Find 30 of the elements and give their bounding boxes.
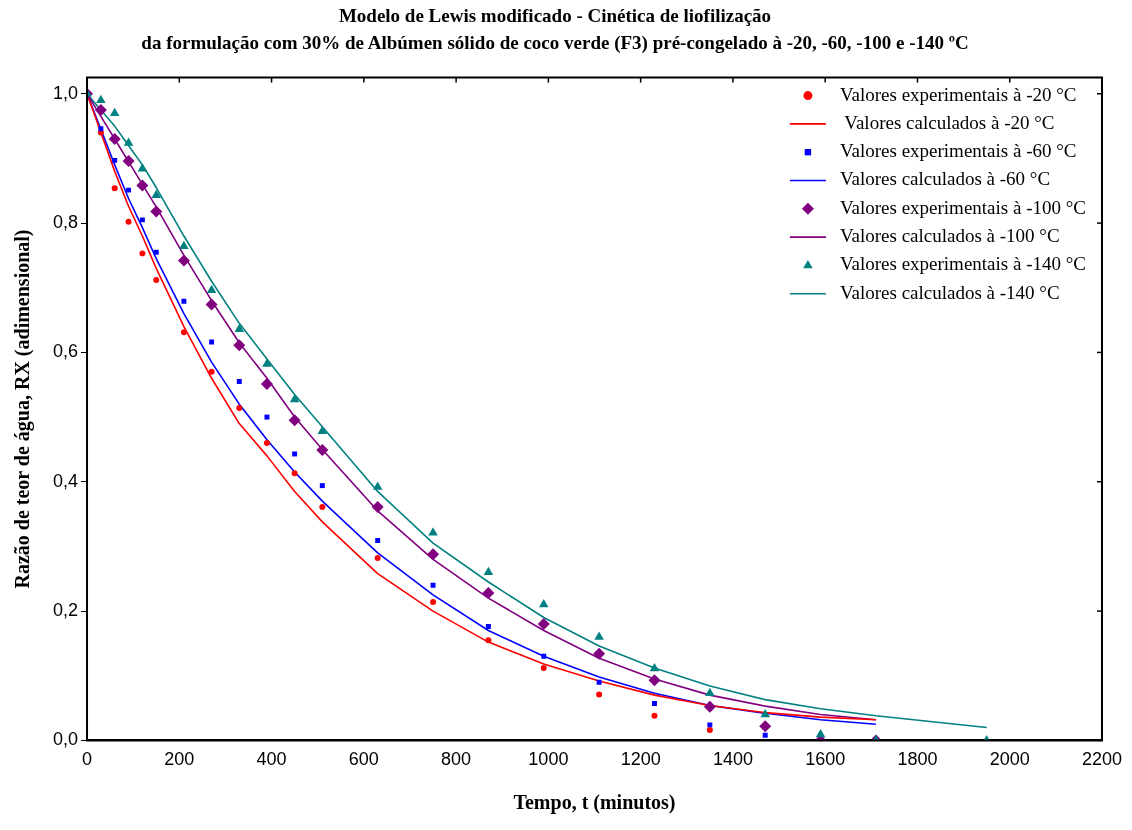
x-tick-label: 1400: [712, 749, 753, 770]
y-tick-label: 0,4: [52, 470, 79, 491]
x-tick-label: 1000: [528, 749, 569, 770]
x-tick-label: 2200: [1081, 749, 1123, 770]
legend-label: Valores calculados à -100 °C: [839, 225, 1060, 247]
x-axis-title: Tempo, t (minutos): [513, 791, 676, 815]
x-tick-label: 1800: [897, 749, 938, 770]
chart-title: Modelo de Lewis modificado - Cinética de liofilização: [338, 5, 772, 27]
x-tick-label: 200: [164, 749, 195, 770]
legend-label: Valores calculados à -20 °C: [839, 111, 1055, 133]
legend-label: Valores calculados à -60 °C: [839, 168, 1051, 190]
legend-label: Valores experimentais à -100 °C: [839, 196, 1087, 218]
x-tick-label: 800: [441, 749, 472, 770]
y-tick-label: 0,8: [52, 212, 79, 233]
x-tick-label: 400: [256, 749, 287, 770]
chart-subtitle: da formulação com 30% de Albúmen sólido de coco verde (F3) pré-congelado à -20, -60, -100 e -140 ºC: [141, 32, 969, 55]
legend-label: Valores calculados à -140 °C: [839, 281, 1060, 303]
legend-label: Valores experimentais à -20 °C: [839, 83, 1077, 105]
legend-label: Valores experimentais à -140 °C: [839, 253, 1087, 275]
y-tick-label: 0,2: [52, 600, 79, 621]
x-tick-label: 1600: [805, 749, 846, 770]
y-tick-label: 0,6: [52, 341, 79, 362]
x-tick-label: 0: [82, 749, 93, 770]
x-tick-label: 2000: [989, 749, 1030, 770]
x-tick-label: 600: [348, 749, 379, 770]
y-axis-title: Razão de teor de água, RX (adimensional): [11, 229, 35, 589]
x-tick-label: 1200: [620, 749, 661, 770]
y-tick-label: 1,0: [52, 82, 79, 103]
y-tick-label: 0,0: [52, 729, 79, 750]
legend-label: Valores experimentais à -60 °C: [839, 140, 1077, 162]
